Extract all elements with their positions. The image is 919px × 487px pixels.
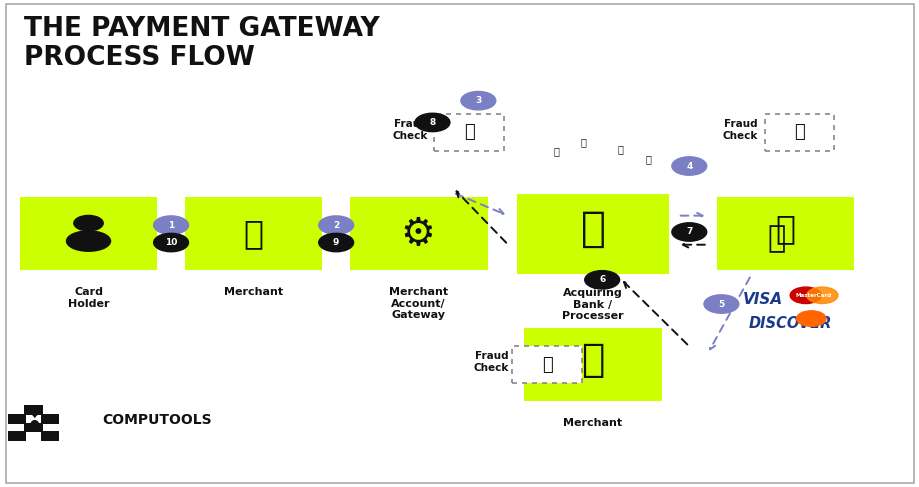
FancyBboxPatch shape [512, 346, 582, 383]
FancyBboxPatch shape [516, 194, 668, 274]
Text: 🔍: 🔍 [793, 123, 804, 141]
Text: 4: 4 [686, 162, 692, 170]
FancyBboxPatch shape [28, 416, 39, 422]
Text: 🏛: 🏛 [580, 137, 586, 147]
Text: 8: 8 [429, 118, 435, 127]
Text: ❣: ❣ [21, 406, 46, 435]
Text: DISCOVER: DISCOVER [748, 316, 831, 331]
Circle shape [153, 216, 188, 234]
Text: 2: 2 [333, 221, 339, 229]
Text: Merchant: Merchant [224, 287, 283, 297]
Circle shape [318, 233, 353, 252]
Circle shape [789, 287, 821, 303]
Text: THE PAYMENT GATEWAY
PROCESS FLOW: THE PAYMENT GATEWAY PROCESS FLOW [24, 16, 380, 71]
Text: 6: 6 [598, 275, 605, 284]
FancyBboxPatch shape [716, 198, 854, 270]
FancyBboxPatch shape [524, 328, 661, 401]
Circle shape [703, 295, 738, 313]
FancyBboxPatch shape [24, 405, 42, 415]
Circle shape [153, 233, 188, 252]
FancyBboxPatch shape [7, 414, 26, 424]
Text: 5: 5 [718, 300, 724, 309]
Ellipse shape [66, 231, 110, 251]
Text: 9: 9 [333, 238, 339, 247]
FancyBboxPatch shape [24, 423, 42, 432]
FancyBboxPatch shape [7, 431, 26, 441]
Circle shape [806, 287, 837, 303]
Circle shape [584, 271, 618, 289]
FancyBboxPatch shape [19, 198, 157, 270]
Text: 🏛: 🏛 [617, 144, 623, 154]
Text: 💳: 💳 [766, 224, 785, 253]
Circle shape [318, 216, 353, 234]
Circle shape [671, 223, 706, 241]
Text: Fraud
Check: Fraud Check [392, 119, 427, 141]
Text: 🏛: 🏛 [552, 147, 559, 156]
Text: 💳: 💳 [775, 212, 795, 245]
Circle shape [671, 157, 706, 175]
FancyBboxPatch shape [40, 431, 59, 441]
Circle shape [414, 113, 449, 131]
FancyBboxPatch shape [434, 114, 504, 150]
Text: Fraud
Check: Fraud Check [722, 119, 757, 141]
Circle shape [74, 215, 103, 231]
Text: MasterCard: MasterCard [795, 293, 831, 298]
FancyBboxPatch shape [349, 198, 487, 270]
Text: 3: 3 [475, 96, 481, 105]
Text: ⚙️: ⚙️ [401, 215, 436, 253]
Text: Merchant: Merchant [562, 418, 622, 428]
Text: 7: 7 [686, 227, 692, 237]
FancyBboxPatch shape [185, 198, 322, 270]
Text: 🏛: 🏛 [581, 341, 604, 379]
Text: 10: 10 [165, 238, 177, 247]
Text: Card
Holder: Card Holder [68, 287, 109, 309]
Text: Fraud
Check: Fraud Check [472, 351, 508, 373]
Text: 🏛: 🏛 [644, 154, 651, 164]
Text: Merchant
Account/
Gateway: Merchant Account/ Gateway [389, 287, 448, 320]
Text: 🔍: 🔍 [541, 356, 552, 374]
Text: 🏛: 🏛 [580, 208, 605, 250]
Text: COMPUTOOLS: COMPUTOOLS [102, 413, 211, 427]
FancyBboxPatch shape [40, 414, 59, 424]
Text: 1: 1 [168, 221, 174, 229]
Text: 🏪: 🏪 [244, 217, 264, 250]
Text: Acquiring
Bank /
Processer: Acquiring Bank / Processer [562, 288, 623, 321]
Circle shape [460, 92, 495, 110]
Text: VISA: VISA [742, 292, 782, 307]
FancyBboxPatch shape [764, 114, 834, 150]
Text: 🔍: 🔍 [463, 123, 474, 141]
Circle shape [796, 311, 825, 326]
